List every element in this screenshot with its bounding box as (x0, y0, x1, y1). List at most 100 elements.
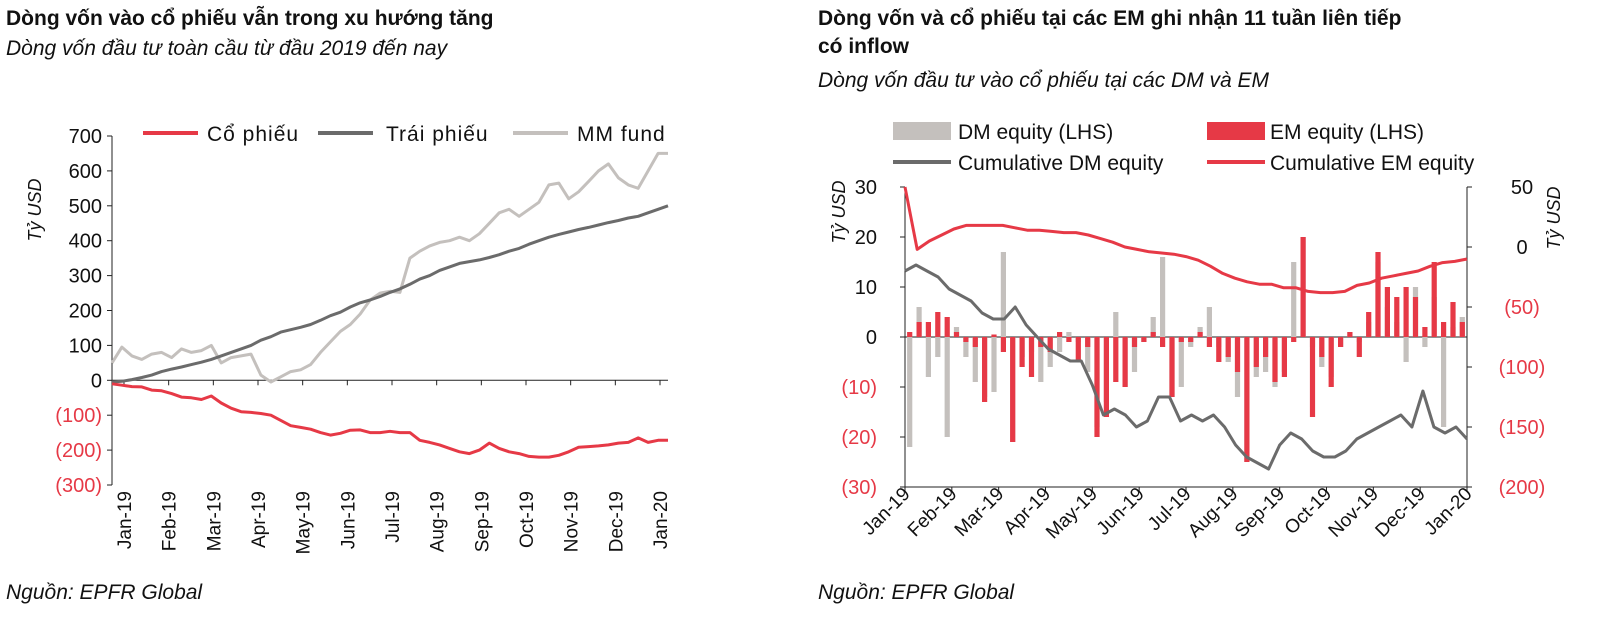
left-y-tick-label: (30) (841, 477, 877, 499)
right-chart-title-line2: có inflow (818, 35, 909, 58)
x-tick-label: Jan-20 (651, 491, 672, 549)
bar-dm-equity (1206, 307, 1212, 337)
bar-em-equity (972, 337, 978, 347)
x-tick-label: Aug-19 (428, 491, 449, 552)
left-y-tick-label: (20) (841, 427, 877, 449)
bar-em-equity (1010, 337, 1016, 442)
right-y-tick-label: 0 (1516, 237, 1527, 259)
bar-em-equity (925, 322, 931, 337)
y-tick-label: (200) (55, 440, 102, 462)
left-chart-subtitle: Dòng vốn đầu tư toàn cầu từ đầu 2019 đến… (6, 37, 448, 60)
bar-dm-equity (1113, 312, 1119, 337)
series-line-cumulative-dm-equity (904, 263, 1469, 471)
bar-dm-equity (1085, 337, 1091, 372)
x-tick-label: Feb-19 (160, 491, 181, 551)
legend-label-em-equity-lhs: EM equity (LHS) (1270, 121, 1424, 144)
right-y-tick-label: (50) (1504, 297, 1540, 319)
legend-swatch-em-equity-lhs (1207, 122, 1265, 140)
x-tick-label: Mar-19 (951, 484, 1008, 541)
legend-label-cumulative-dm-equity: Cumulative DM equity (958, 152, 1164, 175)
bar-dm-equity (1441, 337, 1447, 427)
bar-em-equity (1309, 337, 1316, 417)
bar-em-equity (1412, 297, 1419, 337)
bar-em-equity (1244, 337, 1250, 462)
bar-em-equity (1356, 337, 1362, 357)
bar-em-equity (1441, 322, 1447, 337)
bar-em-equity (1150, 332, 1156, 337)
right-y-tick-label: (200) (1499, 477, 1546, 499)
bar-dm-equity (1178, 337, 1184, 387)
x-tick-label: Nov-19 (1325, 484, 1383, 542)
bar-em-equity (1057, 332, 1063, 337)
x-tick-label: Sep-19 (1231, 484, 1289, 542)
right-y-tick-label: (100) (1499, 357, 1546, 379)
series-line-cumulative-em-equity (903, 186, 1468, 295)
bar-em-equity (944, 317, 950, 337)
left-y-axis-title: Tỷ USD (829, 180, 849, 243)
bar-dm-equity (991, 337, 997, 392)
bar-em-equity (1066, 337, 1072, 342)
bar-dm-equity (1057, 337, 1063, 352)
right-y-tick-label: (150) (1499, 417, 1546, 439)
left-y-tick-label: (10) (841, 377, 877, 399)
bar-dm-equity (1131, 337, 1138, 372)
bar-em-equity (1047, 337, 1053, 352)
y-tick-label: 500 (69, 196, 102, 218)
bar-dm-equity (1066, 332, 1072, 337)
bar-em-equity (1019, 337, 1025, 367)
y-tick-label: 400 (69, 231, 102, 253)
bar-em-equity (1431, 262, 1437, 337)
bar-em-equity (1197, 332, 1203, 337)
right-chart-title-line1: Dòng vốn và cổ phiếu tại các EM ghi nhận… (818, 7, 1402, 30)
bar-dm-equity (925, 337, 931, 377)
x-tick-label: Nov-19 (562, 491, 583, 552)
bar-em-equity (1075, 337, 1081, 362)
bar-em-equity (1094, 337, 1100, 437)
bar-em-equity (1281, 337, 1287, 377)
y-tick-label: 700 (69, 126, 102, 148)
legend-label-trai-phieu: Trái phiếu (386, 123, 489, 146)
bar-em-equity (1319, 337, 1325, 357)
x-tick-label: Feb-19 (904, 484, 961, 541)
x-tick-label: May-19 (294, 491, 315, 554)
x-tick-label: Aug-19 (1184, 484, 1242, 542)
right-y-axis-title: Tỷ USD (1544, 186, 1564, 249)
bar-em-equity (1028, 337, 1035, 377)
y-tick-label: 0 (91, 370, 102, 392)
x-tick-label: Sep-19 (472, 491, 493, 552)
bar-dm-equity (935, 337, 941, 357)
y-tick-label: 100 (69, 335, 102, 357)
bar-em-equity (1450, 302, 1456, 337)
bar-em-equity (1188, 337, 1194, 342)
left-y-tick-label: 0 (866, 327, 877, 349)
bar-em-equity (953, 332, 960, 337)
bar-em-equity (1113, 337, 1119, 382)
legend-swatch-dm-equity-lhs (893, 122, 951, 140)
x-tick-label: Oct-19 (517, 491, 538, 548)
bar-em-equity (1347, 332, 1353, 337)
right-chart-subtitle: Dòng vốn đầu tư vào cổ phiếu tại các DM … (818, 69, 1270, 92)
bar-em-equity (1122, 337, 1128, 387)
bar-dm-equity (963, 337, 969, 357)
y-tick-label: (100) (55, 405, 102, 427)
bar-em-equity (1384, 287, 1390, 337)
left-y-tick-label: 20 (855, 227, 877, 249)
left-chart-title: Dòng vốn vào cổ phiếu vẫn trong xu hướng… (6, 7, 494, 30)
bar-dm-equity (944, 337, 950, 437)
x-tick-label: Apr-19 (249, 491, 270, 548)
bar-dm-equity (1150, 317, 1156, 337)
x-tick-label: Jun-19 (338, 491, 359, 549)
bar-em-equity (1300, 237, 1306, 337)
left-y-tick-label: 30 (855, 177, 877, 199)
bar-em-equity (1131, 337, 1138, 347)
bar-em-equity (916, 322, 922, 337)
left-chart-source: Nguồn: EPFR Global (6, 581, 203, 604)
bar-em-equity (1338, 337, 1344, 347)
bar-em-equity (1103, 337, 1109, 417)
bar-em-equity (1253, 337, 1259, 367)
bar-em-equity (1375, 252, 1381, 337)
right-chart-source: Nguồn: EPFR Global (818, 581, 1015, 604)
x-tick-label: Jul-19 (383, 491, 404, 543)
bar-dm-equity (1038, 337, 1044, 382)
